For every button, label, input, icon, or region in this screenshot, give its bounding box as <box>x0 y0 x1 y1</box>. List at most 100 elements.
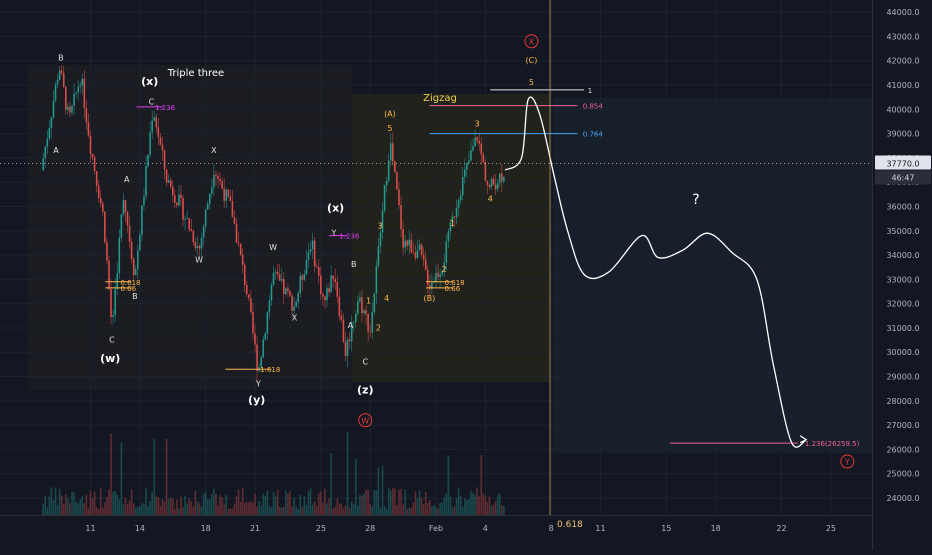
volume-bar <box>334 506 337 515</box>
candle-body <box>480 143 483 155</box>
candle-body <box>65 86 67 110</box>
time-tick-label: 18 <box>711 524 721 533</box>
wave-label: (w) <box>100 352 120 365</box>
candle-body <box>264 333 267 340</box>
volume-bar <box>270 507 273 515</box>
volume-bar <box>79 499 82 515</box>
wave-label: W <box>269 243 277 252</box>
candle-body <box>478 140 480 144</box>
volume-bar <box>264 496 267 515</box>
candle-body <box>141 205 143 236</box>
volume-bar <box>73 492 75 515</box>
price-tick-label: 39000.0 <box>886 130 919 139</box>
candle-body <box>330 275 332 293</box>
candle-body <box>291 295 293 311</box>
candle-body <box>48 127 51 139</box>
zigzag-box <box>352 94 550 382</box>
candle-body <box>424 259 427 270</box>
time-axis[interactable]: 11 14 18 21 25 28 Feb 4 8 11 15 18 22 25 <box>0 515 872 551</box>
forecast-arrowhead <box>799 435 808 444</box>
volume-bar <box>245 502 248 515</box>
candle-body <box>498 173 501 184</box>
candle-body <box>274 271 277 273</box>
wave-label: (C) <box>526 56 538 65</box>
volume-bar <box>503 505 505 515</box>
candle-body <box>147 154 149 167</box>
volume-bar <box>466 499 468 515</box>
candle-body <box>315 266 318 267</box>
fib-level-label: 1.236 <box>155 104 176 112</box>
candle-body <box>280 279 283 281</box>
volume-bar <box>136 506 139 515</box>
volume-bar <box>202 493 205 515</box>
volume-bar <box>414 491 417 515</box>
candle-body <box>410 239 413 253</box>
candle-body <box>455 207 458 218</box>
candle-body <box>449 222 452 232</box>
wave-label: W <box>195 255 203 264</box>
current-price-badge <box>875 155 931 170</box>
fib-level-label: 1.618 <box>260 366 280 374</box>
candle-body <box>283 279 285 295</box>
candle-body <box>124 200 127 213</box>
volume-bar <box>215 493 217 515</box>
candle-body <box>334 278 337 283</box>
volume-bar <box>488 496 491 515</box>
wave-circle <box>358 413 373 428</box>
candle-body <box>346 339 349 357</box>
candle-body <box>503 176 505 182</box>
candle-body <box>303 274 306 280</box>
fib-level-label: 1.236(26259.5) <box>805 440 860 448</box>
volume-bar <box>114 490 116 515</box>
candle-body <box>188 218 191 230</box>
candle-body <box>71 105 73 113</box>
candle-body <box>248 294 250 299</box>
candle-body <box>110 289 112 318</box>
wave-label: 4 <box>384 294 389 303</box>
volume-bar <box>332 508 334 515</box>
volume-bar <box>266 490 269 515</box>
fib-level-label: 0.66 <box>445 285 461 293</box>
candle-body <box>422 254 425 260</box>
wave-label: 2 <box>442 265 447 274</box>
candle-body <box>81 78 84 86</box>
volume-bar <box>124 497 127 515</box>
candle-body <box>60 70 63 74</box>
price-axis[interactable]: 44000.0 43000.0 42000.0 41000.0 40000.0 39000… <box>872 0 932 550</box>
candle-body <box>276 271 279 275</box>
candle-body <box>118 237 121 274</box>
volume-bar <box>451 507 454 515</box>
volume-bar <box>225 495 228 515</box>
candle-body <box>361 297 363 314</box>
candle-body <box>169 180 172 187</box>
volume-bar <box>385 508 388 515</box>
volume-bar <box>424 491 427 515</box>
volume-bar <box>198 503 201 515</box>
candle-body <box>394 161 396 173</box>
candle-body <box>437 272 439 277</box>
volume-bar <box>455 498 458 515</box>
time-tick-label: 14 <box>135 524 145 533</box>
candle-body <box>202 226 205 238</box>
volume-bar <box>243 502 246 515</box>
volume-bar <box>93 491 96 515</box>
price-tick-label: 41000.0 <box>886 81 919 90</box>
volume-bar <box>285 490 287 515</box>
candle-body <box>89 135 92 154</box>
candle-body <box>490 179 493 187</box>
volume-bar <box>410 507 413 515</box>
volume-bar <box>501 505 503 515</box>
volume-bar <box>167 498 170 515</box>
candle-body <box>114 289 116 316</box>
candle-body <box>132 258 135 276</box>
volume-bar <box>241 487 244 515</box>
volume-bar <box>208 499 211 515</box>
volume-bar <box>69 503 71 515</box>
candle-body <box>161 144 164 151</box>
candle-body <box>233 217 236 224</box>
candle-body <box>75 92 77 94</box>
volume-bar <box>459 496 462 515</box>
candle-body <box>313 240 316 267</box>
volume-bar <box>478 496 480 515</box>
